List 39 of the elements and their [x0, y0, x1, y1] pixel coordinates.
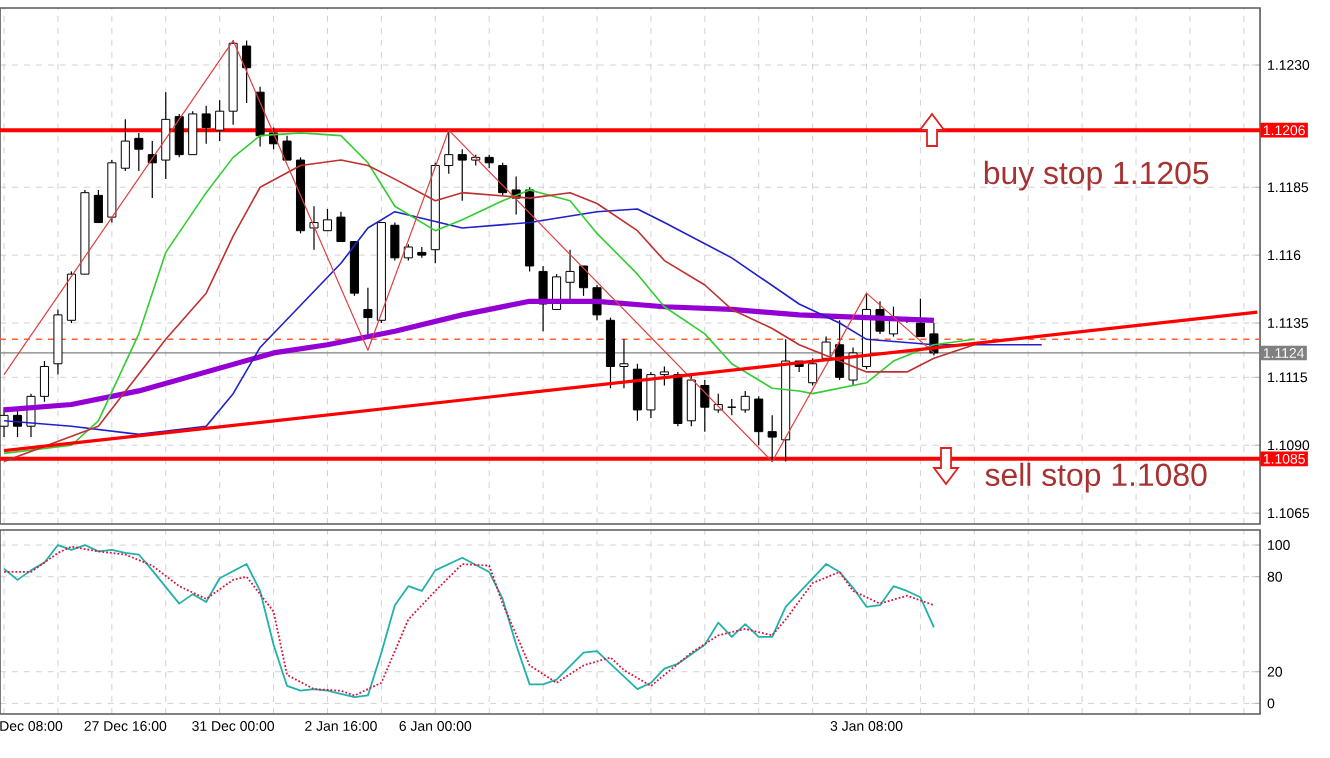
candlestick — [390, 221, 400, 262]
candlestick — [93, 189, 103, 224]
candlestick — [336, 211, 346, 243]
candlestick — [0, 406, 9, 438]
candlestick — [632, 363, 642, 422]
candlestick — [134, 132, 144, 172]
candlestick — [174, 113, 184, 158]
candlestick — [498, 162, 508, 196]
candlestick — [66, 270, 76, 324]
candlestick — [565, 249, 575, 302]
candlestick — [215, 99, 225, 142]
annotation: buy stop 1.1205 — [984, 160, 1209, 191]
candlestick — [888, 306, 899, 338]
candlestick — [578, 265, 589, 297]
candlestick — [363, 287, 373, 335]
candlestick — [120, 118, 130, 172]
candlestick — [39, 360, 50, 403]
candlestick — [444, 129, 454, 175]
candlestick — [161, 91, 171, 180]
candlestick — [242, 39, 252, 104]
candlestick — [754, 395, 764, 446]
candlestick — [659, 365, 669, 387]
candlestick — [201, 105, 211, 145]
candlestick — [322, 208, 333, 232]
candlestick — [700, 379, 710, 433]
candlestick — [309, 205, 319, 251]
candlestick — [188, 110, 198, 156]
candlestick — [767, 414, 777, 463]
candlestick — [605, 316, 616, 389]
line-series — [3, 208, 1043, 436]
candlestick — [808, 357, 818, 387]
candlestick — [686, 374, 696, 427]
candlestick — [619, 338, 629, 389]
candlestick — [646, 371, 656, 419]
candlestick — [457, 148, 467, 202]
candlestick — [282, 135, 292, 161]
annotation: sell stop 1.1080 — [985, 462, 1207, 493]
candlestick — [255, 86, 265, 148]
candlestick — [740, 390, 750, 414]
